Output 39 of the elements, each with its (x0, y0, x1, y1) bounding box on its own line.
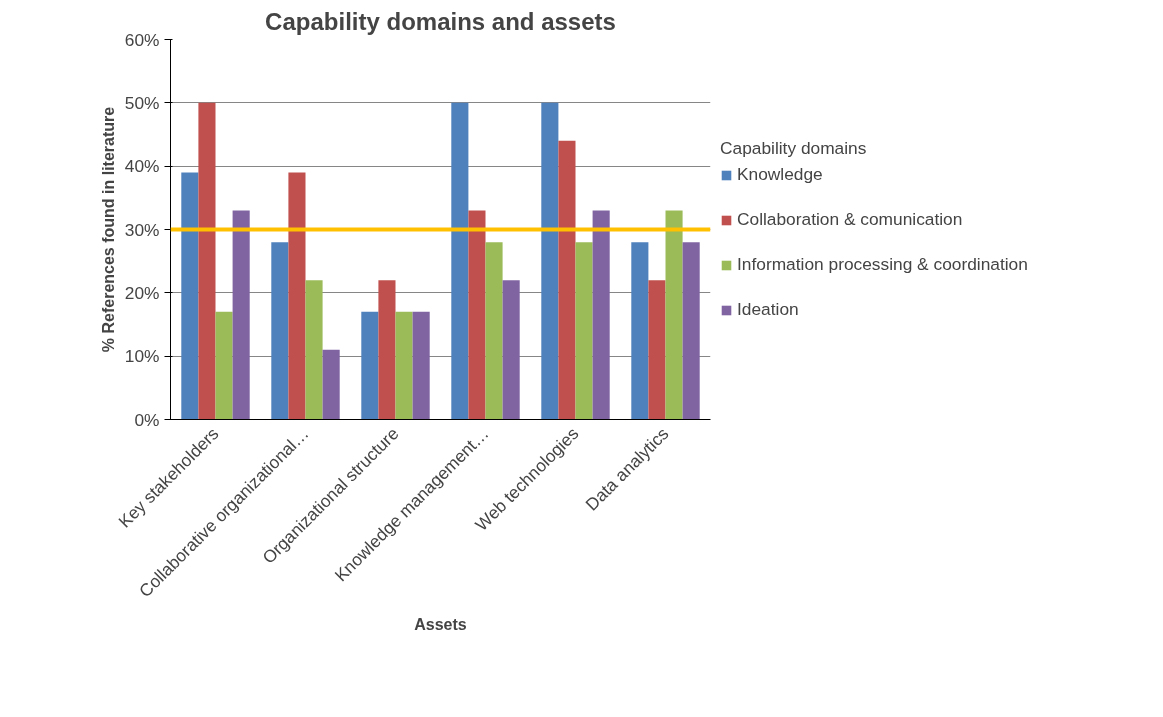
y-tick-label: 0% (134, 409, 160, 430)
chart-title: Capability domains and assets (265, 7, 616, 35)
bar (215, 311, 233, 420)
legend-label: Ideation (737, 299, 799, 320)
bar (502, 280, 520, 420)
y-axis-title: % References found in literature (99, 106, 117, 353)
legend-label: Knowledge (737, 164, 823, 185)
y-tick-label: 40% (124, 156, 160, 177)
bar (232, 210, 250, 420)
bar (395, 311, 413, 420)
bar (558, 140, 576, 420)
y-tick-label: 30% (124, 219, 160, 240)
bar (592, 210, 610, 420)
bar (631, 242, 649, 420)
bar (271, 242, 289, 420)
bar (361, 311, 379, 420)
bar (322, 349, 340, 420)
y-tick-label: 20% (124, 282, 160, 303)
bar (288, 172, 306, 420)
y-tick-label: 60% (124, 29, 160, 50)
bar (198, 102, 216, 420)
bar (468, 210, 486, 420)
bar (575, 242, 593, 420)
bar (541, 102, 559, 420)
bar (665, 210, 683, 420)
legend-label: Information processing & coordination (737, 254, 1028, 275)
bar (451, 102, 469, 420)
bar (305, 280, 323, 420)
bar (181, 172, 199, 420)
legend-label: Collaboration & comunication (737, 209, 963, 230)
x-axis-title: Assets (414, 616, 467, 634)
y-tick-label: 10% (124, 346, 160, 367)
bar (412, 311, 430, 420)
legend-title: Capability domains (720, 138, 868, 159)
bar (648, 280, 666, 420)
bar (378, 280, 396, 420)
y-tick-label: 50% (124, 92, 160, 113)
bar (682, 242, 700, 420)
bar (485, 242, 503, 420)
